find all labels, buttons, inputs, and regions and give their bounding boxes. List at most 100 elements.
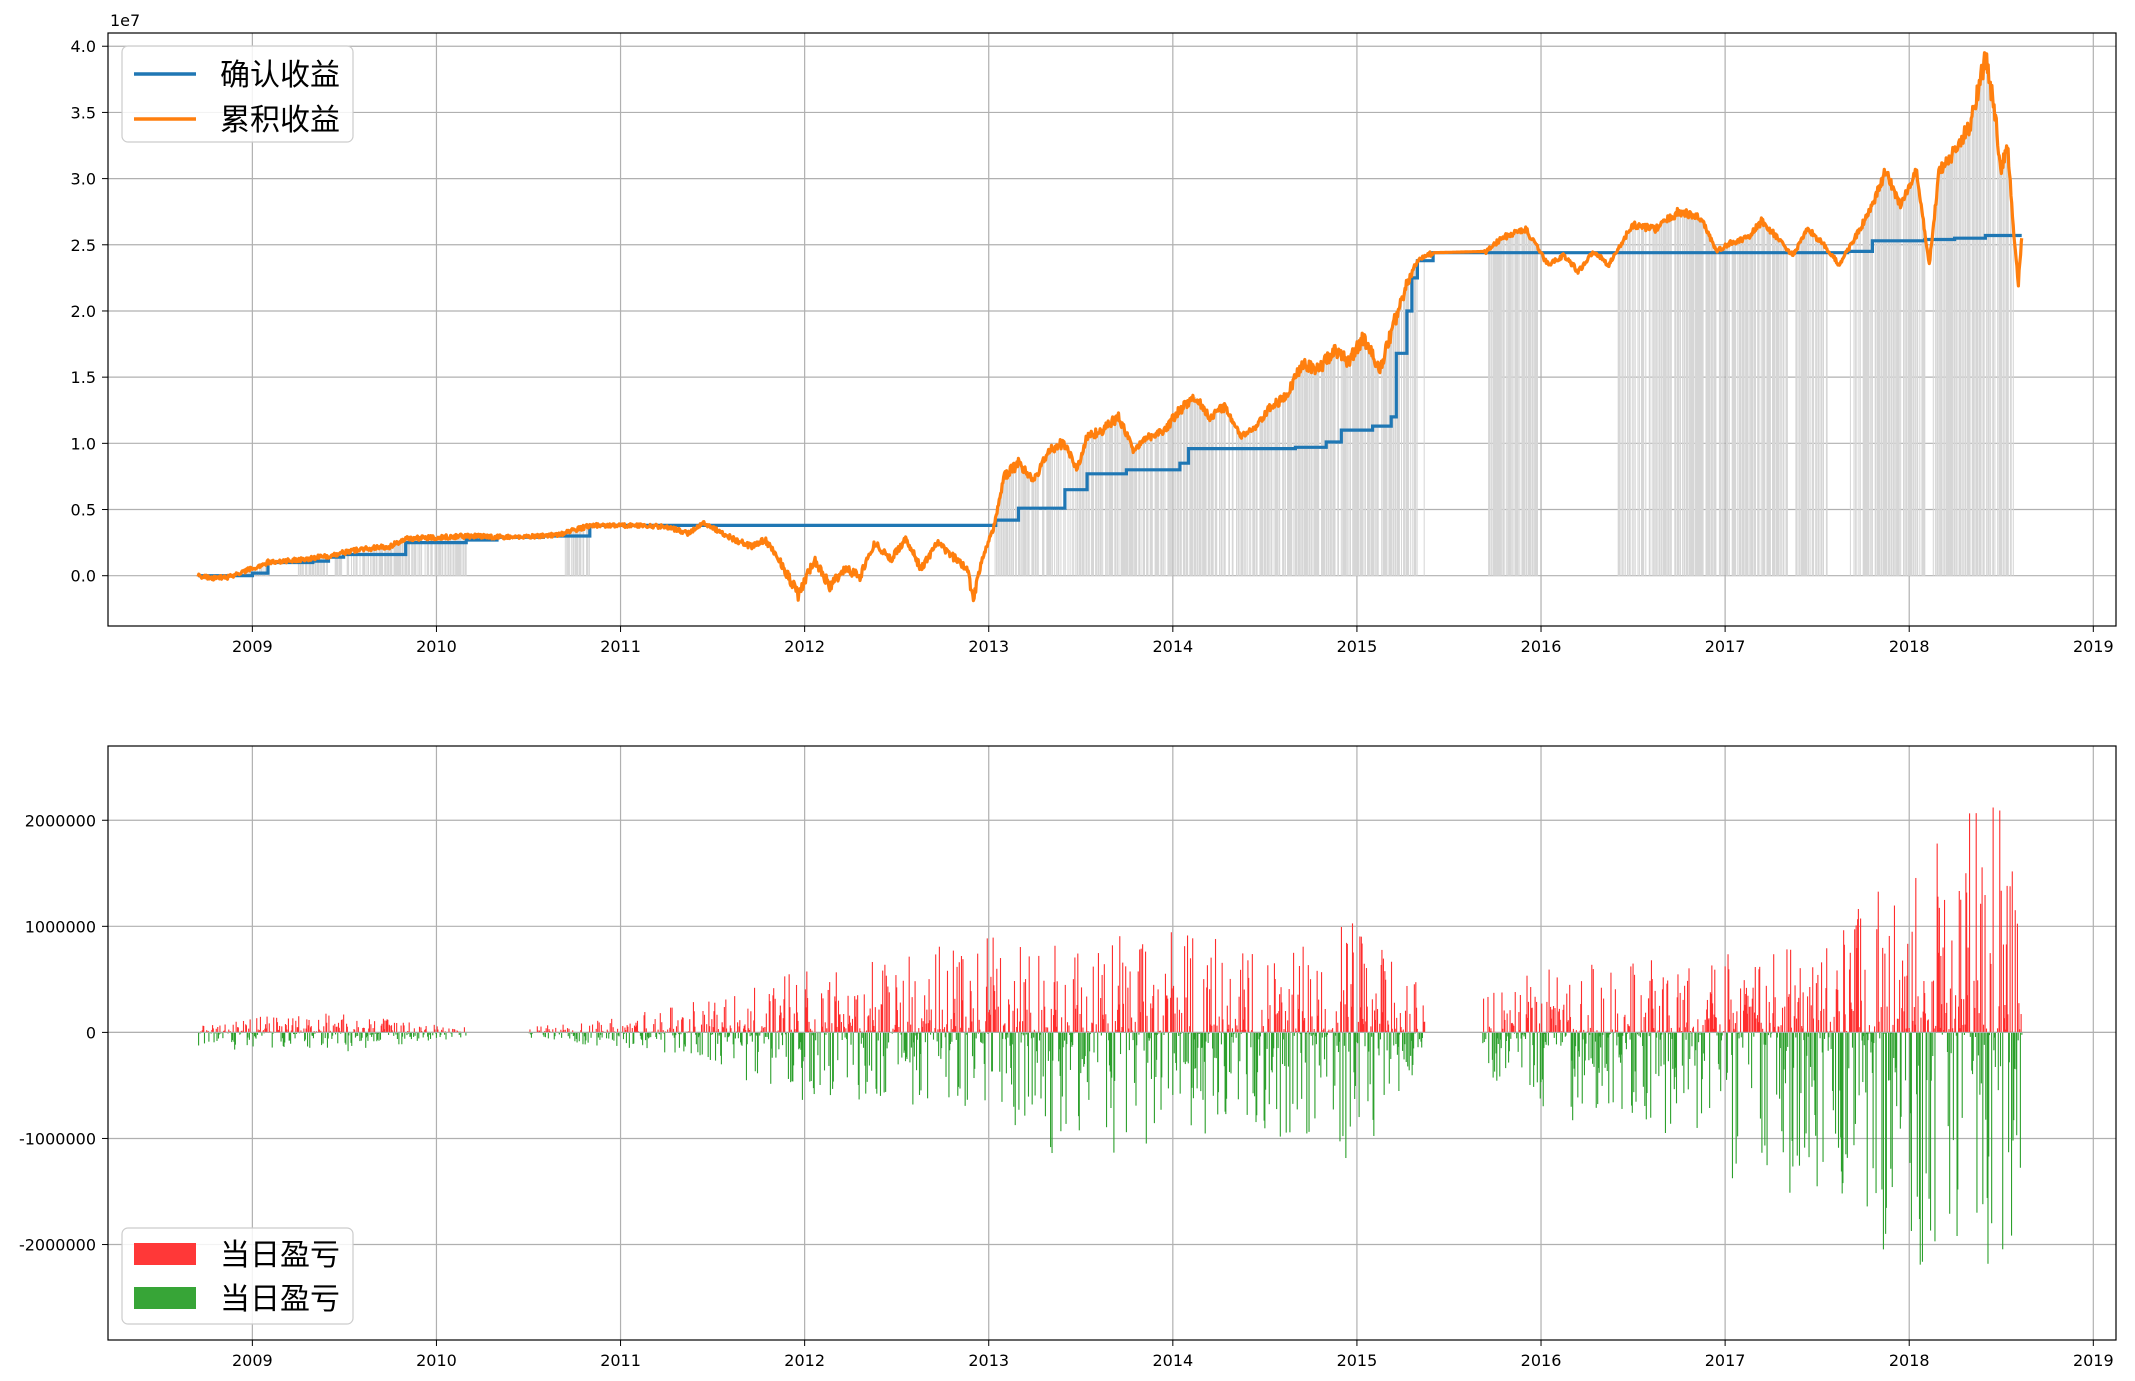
- loss-bar: [544, 1032, 546, 1038]
- loss-bar: [1491, 1032, 1493, 1060]
- loss-bar: [1485, 1032, 1487, 1040]
- profit-bar: [237, 1027, 239, 1033]
- profit-bar: [1679, 992, 1681, 1033]
- profit-bar: [1756, 1015, 1759, 1033]
- profit-bar: [867, 1016, 869, 1033]
- loss-bar: [1049, 1032, 1051, 1052]
- loss-bar: [1064, 1032, 1066, 1041]
- loss-bar: [396, 1032, 398, 1040]
- loss-bar: [1160, 1032, 1162, 1110]
- loss-bar: [1081, 1032, 1083, 1060]
- profit-bar: [921, 1018, 923, 1033]
- loss-bar: [1258, 1032, 1260, 1040]
- profit-bar: [965, 1016, 967, 1033]
- loss-bar: [2013, 1032, 2016, 1069]
- loss-bar: [1513, 1032, 1516, 1034]
- loss-bar: [751, 1032, 753, 1042]
- profit-bar: [654, 1019, 656, 1033]
- loss-bar: [809, 1032, 811, 1082]
- loss-bar: [733, 1032, 735, 1059]
- loss-bar: [1357, 1032, 1359, 1044]
- profit-bar: [1102, 1014, 1104, 1033]
- loss-bar: [256, 1032, 259, 1035]
- loss-bar: [726, 1032, 728, 1042]
- loss-bar: [1225, 1032, 1227, 1115]
- loss-bar: [1044, 1032, 1046, 1117]
- profit-bar: [1878, 1021, 1880, 1033]
- loss-bar: [1971, 1032, 1973, 1071]
- profit-bar: [1351, 923, 1354, 1033]
- loss-bar: [1999, 1032, 2002, 1067]
- profit-bar: [937, 1029, 939, 1033]
- profit-bar: [805, 1007, 807, 1033]
- loss-bar: [817, 1032, 819, 1056]
- profit-bar: [1105, 1014, 1107, 1033]
- loss-bar: [1522, 1032, 1524, 1035]
- loss-bar: [1411, 1032, 1413, 1076]
- loss-bar: [1544, 1032, 1546, 1042]
- profit-bar: [1008, 999, 1010, 1033]
- profit-bar: [1302, 946, 1304, 1033]
- profit-bar: [337, 1022, 340, 1033]
- profit-bar: [1772, 1013, 1774, 1033]
- profit-bar: [988, 1012, 990, 1033]
- loss-bar: [1870, 1032, 1872, 1053]
- profit-bar: [782, 1018, 784, 1033]
- profit-bar: [393, 1022, 396, 1033]
- profit-bar: [1075, 1030, 1077, 1033]
- loss-bar: [367, 1032, 369, 1041]
- loss-bar: [1585, 1032, 1587, 1044]
- loss-bar: [1358, 1032, 1360, 1118]
- profit-bar: [845, 1028, 847, 1033]
- profit-bar: [1549, 1030, 1551, 1033]
- legend-label-profit: 当日盈亏: [220, 1238, 340, 1273]
- loss-bar: [1113, 1032, 1115, 1153]
- loss-bar: [365, 1032, 368, 1038]
- profit-bar: [362, 1027, 365, 1033]
- profit-bar: [1790, 949, 1792, 1033]
- profit-bar: [896, 987, 898, 1033]
- loss-bar: [785, 1032, 787, 1057]
- profit-bar: [1243, 989, 1245, 1033]
- profit-bar: [814, 1019, 816, 1033]
- profit-bar: [549, 1031, 551, 1033]
- profit-bar: [687, 1031, 689, 1033]
- top-xtick-label: 2009: [232, 637, 273, 656]
- profit-bar: [1837, 989, 1839, 1033]
- profit-bar: [1591, 964, 1593, 1033]
- profit-bar: [1820, 1010, 1822, 1033]
- profit-bar: [211, 1029, 213, 1033]
- profit-bar: [326, 1022, 328, 1033]
- profit-bar: [1382, 1012, 1384, 1033]
- top-ytick-label: 3.5: [71, 103, 96, 122]
- loss-bar: [1277, 1032, 1279, 1049]
- profit-bar: [2003, 1018, 2005, 1033]
- loss-bar: [1642, 1032, 1644, 1046]
- profit-bar: [1536, 1001, 1538, 1033]
- loss-bar: [1517, 1032, 1519, 1052]
- profit-bar: [1401, 1030, 1403, 1033]
- loss-bar: [1675, 1032, 1677, 1068]
- profit-bar: [1538, 1023, 1541, 1033]
- profit-bar: [1943, 1030, 1945, 1033]
- loss-bar: [410, 1032, 412, 1037]
- loss-bar: [1957, 1032, 1959, 1190]
- profit-bar: [999, 958, 1002, 1033]
- profit-bar: [1628, 1025, 1630, 1033]
- profit-bar: [753, 1020, 755, 1033]
- profit-bar: [1313, 1029, 1315, 1033]
- loss-bar: [1250, 1032, 1252, 1048]
- profit-bar: [1157, 989, 1159, 1033]
- profit-bar: [1550, 1006, 1552, 1033]
- profit-bar: [1092, 1023, 1094, 1033]
- loss-bar: [1925, 1032, 1927, 1174]
- profit-bar: [1365, 1021, 1367, 1033]
- loss-bar: [240, 1032, 242, 1034]
- profit-bar: [1743, 980, 1745, 1033]
- loss-bar: [582, 1032, 584, 1045]
- profit-bar: [789, 1007, 791, 1033]
- loss-bar: [2019, 1032, 2021, 1168]
- loss-bar: [718, 1032, 720, 1036]
- profit-bar: [1103, 1019, 1105, 1033]
- profit-bar: [1742, 1010, 1745, 1033]
